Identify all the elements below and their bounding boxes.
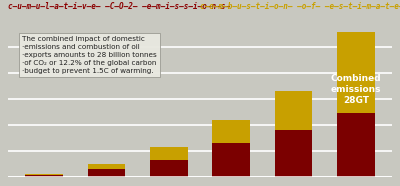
Bar bbox=[337, 113, 374, 177]
Bar bbox=[212, 120, 250, 143]
Text: The combined impact of domestic
·emissions and combustion of oil
·exports amount: The combined impact of domestic ·emissio… bbox=[22, 36, 157, 74]
Text: c̶o̶m̶b̶u̶s̶t̶i̶o̶n̶ ̶o̶f̶ ̶e̶s̶t̶i̶m̶a̶t̶e̶d̶ ̶t̶a̶r̶ ̶s̶a̶n̶d̶s̶ ̶e̶x̶p̶o̶r̶t̶: c̶o̶m̶b̶u̶s̶t̶i̶o̶n̶ ̶o̶f̶ ̶e̶s̶t̶i̶m̶a̶… bbox=[200, 2, 400, 11]
Bar bbox=[275, 91, 312, 130]
Bar bbox=[88, 169, 125, 177]
Text: c̶u̶m̶u̶l̶a̶t̶i̶v̶e̶ ̶C̶O̶2̶ ̶e̶m̶i̶s̶s̶i̶o̶n̶s̶: c̶u̶m̶u̶l̶a̶t̶i̶v̶e̶ ̶C̶O̶2̶ ̶e̶m̶i̶s̶s̶… bbox=[8, 2, 230, 11]
Bar bbox=[26, 174, 63, 175]
Bar bbox=[150, 147, 188, 160]
Bar bbox=[212, 143, 250, 177]
Text: Combined
emissions
28GT: Combined emissions 28GT bbox=[330, 74, 381, 105]
Bar bbox=[337, 32, 374, 113]
Bar bbox=[275, 130, 312, 177]
Bar bbox=[88, 164, 125, 169]
Bar bbox=[26, 175, 63, 177]
Bar bbox=[150, 160, 188, 177]
